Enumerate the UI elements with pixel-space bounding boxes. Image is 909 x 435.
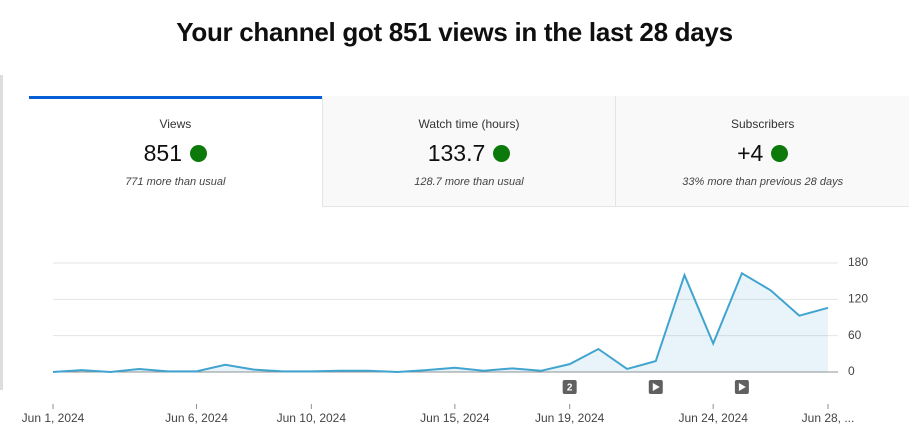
up-icon: [190, 145, 208, 162]
x-tick-label: Jun 1, 2024: [22, 411, 85, 425]
area: [53, 273, 828, 372]
tab-note: 128.7 more than usual: [414, 176, 524, 188]
x-tick-label: Jun 15, 2024: [420, 411, 490, 425]
x-tick-label: Jun 10, 2024: [277, 411, 347, 425]
line: [52, 271, 829, 374]
tab-note: 33% more than previous 28 days: [682, 176, 844, 188]
x-tick-label: Jun 24, 2024: [678, 411, 748, 425]
y-tick-label: 180: [848, 255, 868, 269]
x-tick-label: Jun 28, ...: [802, 411, 855, 425]
y-tick-label: 120: [848, 292, 868, 306]
tab-note: 771 more than usual: [125, 176, 226, 188]
tab[interactable]: Subscribers +4 33% more than previous 28…: [615, 96, 909, 207]
page-title: Your channel got 851 views in the last 2…: [176, 17, 733, 47]
up-icon: [493, 145, 511, 162]
up-icon: [771, 145, 789, 162]
tab[interactable]: Watch time (hours) 133.7 128.7 more than…: [321, 96, 616, 207]
tab-value-row: 851: [29, 140, 322, 167]
tab[interactable]: Views 851 771 more than usual: [29, 96, 322, 207]
tab-value: +4: [737, 140, 764, 166]
y-tick-label: 60: [848, 328, 862, 342]
y-tick-label: 0: [848, 364, 855, 378]
tab-label: Views: [159, 117, 192, 131]
x-tick-label: Jun 19, 2024: [535, 411, 605, 425]
play-icon: [738, 383, 746, 391]
marker-label: 2: [567, 383, 573, 394]
marker: [562, 380, 577, 394]
tab-value-row: +4: [616, 140, 909, 167]
tab-value: 133.7: [427, 140, 486, 166]
side-border: [0, 75, 3, 390]
tab-label: Watch time (hours): [418, 117, 520, 131]
tab-label: Subscribers: [731, 117, 795, 131]
metric-tabs: Views 851 771 more than usual Watch time…: [29, 96, 909, 207]
play-icon: [652, 383, 660, 391]
tab-value-row: 133.7: [323, 140, 616, 167]
x-tick-label: Jun 6, 2024: [165, 411, 228, 425]
tab-value: 851: [143, 140, 183, 166]
